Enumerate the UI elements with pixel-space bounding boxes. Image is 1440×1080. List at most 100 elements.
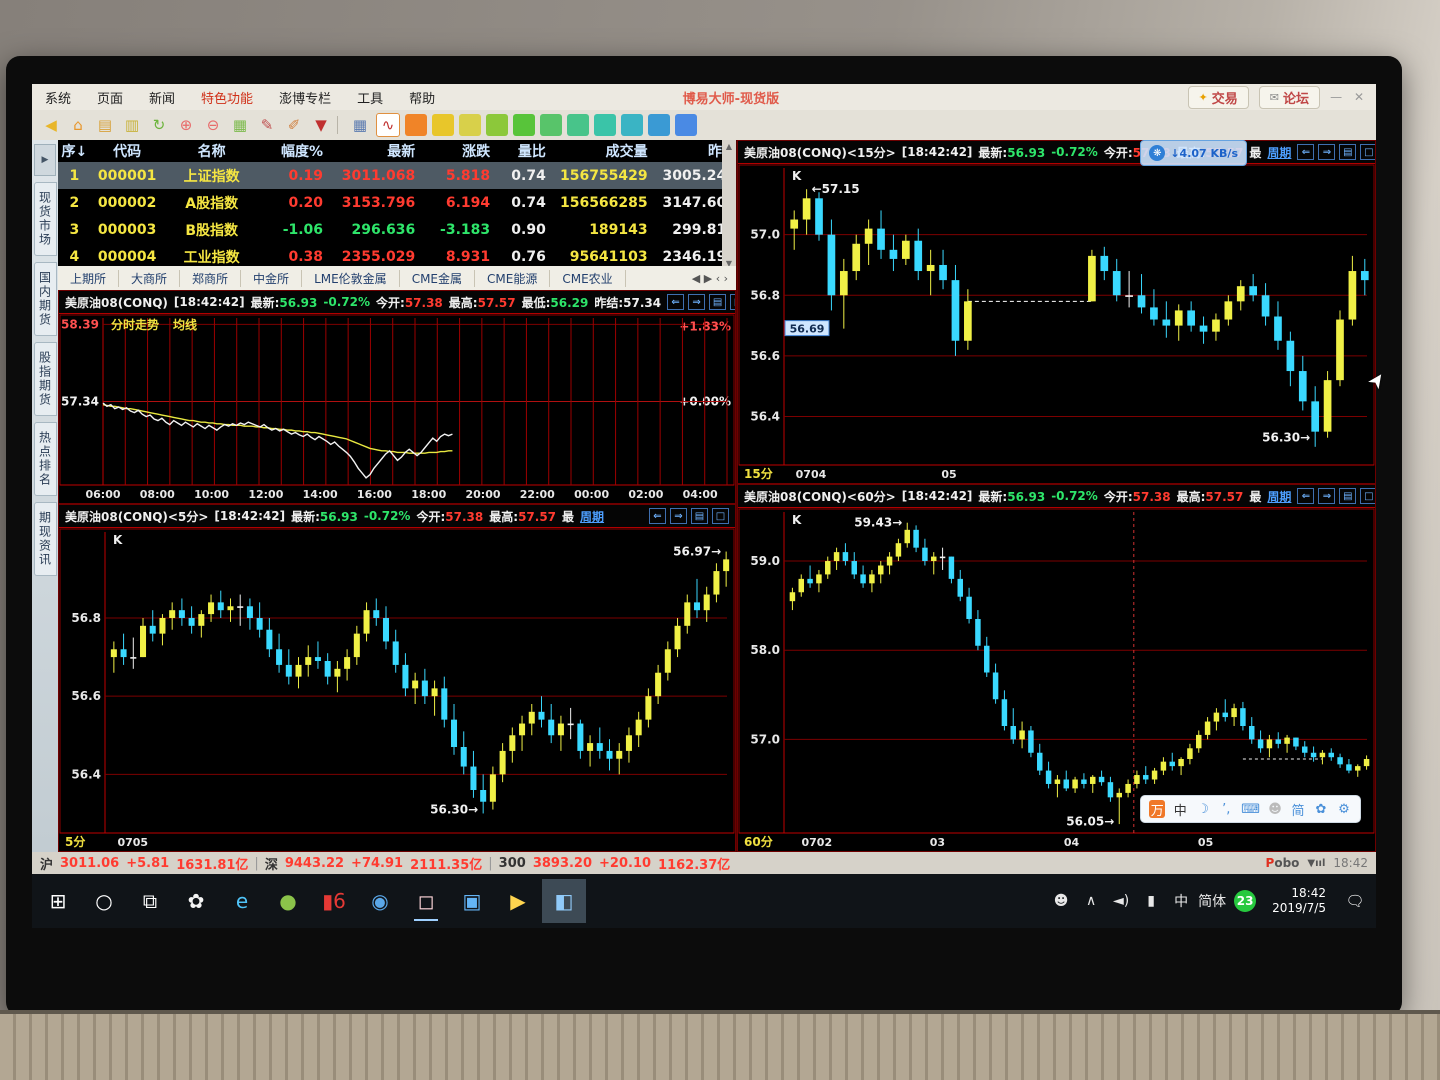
candle-chart-60min[interactable]: 59.0 58.0 57.0 59.43→ 56.05→ 60分 0702 03 04 05 K	[738, 508, 1375, 851]
speaker-icon[interactable]: ◄)	[1112, 893, 1130, 909]
settings-gear-icon[interactable]: ⚙	[1338, 801, 1350, 817]
blocks-icon[interactable]: ▦	[232, 116, 248, 134]
sidebar-tab-1[interactable]: 国内期货	[33, 262, 57, 336]
ime-scheme-label[interactable]: 简体	[1198, 894, 1227, 910]
prev-page-icon[interactable]: ⇐	[667, 294, 685, 310]
exchange-tab-7[interactable]: CME农业	[550, 269, 626, 287]
ime-toolbar[interactable]: 万中 ☽ ’, ⌨ ☻ 简 ✿ ⚙	[1140, 795, 1361, 823]
media-app-icon[interactable]: ◉	[371, 889, 389, 913]
period-3-icon[interactable]	[459, 114, 481, 136]
candle-chart-5min[interactable]: 56.8 56.6 56.4 56.97→ 56.30→ 5分 0705 K	[59, 528, 735, 851]
start-button[interactable]: ⊞	[49, 889, 67, 913]
menu-news[interactable]: 新闻	[149, 91, 176, 107]
home-icon[interactable]: ⌂	[73, 116, 83, 134]
tile-icon[interactable]: ▤	[1339, 144, 1357, 160]
window-controls[interactable]: — ✕	[1330, 90, 1368, 104]
simplified-icon[interactable]: 简	[1291, 803, 1305, 819]
network-speed-overlay[interactable]: ❋ ↓4.07 KB/s	[1140, 140, 1247, 166]
prev-page-icon[interactable]: ⇐	[649, 508, 666, 524]
kline-icon[interactable]: ∿	[376, 113, 400, 137]
period-11-icon[interactable]	[675, 114, 697, 136]
period-9-icon[interactable]	[621, 114, 643, 136]
chevron-up-icon[interactable]: ∧	[1085, 893, 1097, 909]
punctuation-icon[interactable]: ’,	[1222, 801, 1231, 817]
tile-icon[interactable]: ▤	[709, 294, 727, 310]
next-page-icon[interactable]: ⇒	[1318, 488, 1336, 504]
exchange-tab-0[interactable]: 上期所	[58, 269, 120, 287]
maximize-icon[interactable]: □	[1360, 488, 1375, 504]
forum-button[interactable]: ✉ 论坛	[1258, 85, 1320, 109]
ie-icon[interactable]: e	[235, 889, 249, 913]
sidebar-tab-3[interactable]: 热点排名	[33, 422, 57, 496]
back-icon[interactable]: ◀	[45, 116, 57, 134]
pobo-app-icon[interactable]: ◧	[542, 879, 586, 923]
period-2-icon[interactable]	[432, 114, 454, 136]
wanneng-logo-icon[interactable]: 万	[1149, 800, 1166, 819]
chat-app-icon[interactable]: ◻	[404, 879, 448, 923]
tile-icon[interactable]: ▤	[1339, 488, 1357, 504]
sidebar-tab-0[interactable]: 现货市场	[33, 182, 57, 256]
menu-page[interactable]: 页面	[97, 91, 124, 107]
tile-icon[interactable]: ▤	[691, 508, 708, 524]
trade-button[interactable]: ✦ 交易	[1187, 85, 1249, 109]
menu-tools[interactable]: 工具	[357, 91, 384, 107]
taskbar-clock[interactable]: 18:42 2019/7/5	[1272, 886, 1326, 915]
toolbar-divider[interactable]	[337, 116, 344, 134]
video-app-icon[interactable]: ▣	[462, 889, 482, 913]
prev-page-icon[interactable]: ⇐	[1297, 144, 1315, 160]
period-4-icon[interactable]	[486, 114, 508, 136]
period-link[interactable]: 周期	[580, 509, 605, 524]
exchange-tab-4[interactable]: LME伦敦金属	[302, 269, 400, 287]
exchange-tab-2[interactable]: 郑商所	[180, 269, 242, 287]
notification-center-icon[interactable]: 🗨	[1345, 892, 1365, 910]
menu-pobo-column[interactable]: 澎博专栏	[279, 91, 332, 107]
cn-mode-icon[interactable]: 中	[1173, 803, 1187, 819]
next-page-icon[interactable]: ⇒	[670, 508, 687, 524]
sidebar-tab-2[interactable]: 股指期货	[33, 342, 57, 416]
quote-table-icon[interactable]: ▦	[352, 116, 368, 134]
maximize-icon[interactable]: □	[712, 508, 729, 524]
menu-help[interactable]: 帮助	[409, 91, 436, 107]
green-browser-icon[interactable]: ●	[279, 889, 297, 913]
search-icon[interactable]: ○	[95, 889, 113, 913]
user-icon[interactable]: ☻	[1268, 801, 1282, 817]
period-10-icon[interactable]	[648, 114, 670, 136]
period-1-icon[interactable]	[405, 114, 427, 136]
period-5-icon[interactable]	[513, 114, 535, 136]
draw-icon[interactable]: ✎	[260, 116, 274, 134]
stock-app-icon[interactable]: ▮6	[322, 889, 346, 913]
next-page-icon[interactable]: ⇒	[688, 294, 706, 310]
exchange-tab-6[interactable]: CME能源	[475, 269, 551, 287]
paint-icon[interactable]: ✐	[287, 116, 301, 134]
exchange-tab-5[interactable]: CME金属	[400, 269, 476, 287]
period-link[interactable]: 周期	[1267, 145, 1292, 160]
next-page-icon[interactable]: ⇒	[1318, 144, 1336, 160]
table-row[interactable]: 1 000001 上证指数 0.19 3011.068 5.818 0.74 15675542…	[58, 162, 736, 189]
table-scrollbar[interactable]: ▲ ▼	[722, 140, 736, 266]
zoom-in-icon[interactable]: ⊕	[179, 116, 193, 134]
sidebar-tab-4[interactable]: 期现资讯	[33, 502, 57, 576]
period-6-icon[interactable]	[540, 114, 562, 136]
browser-360-icon[interactable]: ✿	[187, 889, 205, 913]
table-row[interactable]: 3 000003 B股指数 -1.06 296.636 -3.183 0.90 189143 2…	[58, 216, 736, 243]
candle-chart-15min[interactable]: 57.0 56.8 56.6 56.4 ←57.15 56.30→ 56.69 15分 0704…	[738, 164, 1375, 483]
softkeyboard-icon[interactable]: ⌨	[1241, 801, 1260, 817]
maximize-icon[interactable]: □	[1360, 144, 1375, 160]
table-row[interactable]: 2 000002 A股指数 0.20 3153.796 6.194 0.74 15656628…	[58, 189, 736, 216]
menu-features[interactable]: 特色功能	[201, 91, 254, 107]
maximize-icon[interactable]: □	[730, 294, 735, 310]
exchange-tab-3[interactable]: 中金所	[241, 269, 303, 287]
refresh-icon[interactable]: ↻	[152, 116, 166, 134]
people-icon[interactable]: ☻	[1053, 893, 1069, 909]
tab-scroll-arrows[interactable]: ◀ ▶ ‹ ›	[691, 271, 728, 285]
report-icon[interactable]: ▥	[124, 116, 140, 134]
period-8-icon[interactable]	[594, 114, 616, 136]
filter-icon[interactable]: ▼	[315, 116, 327, 134]
skin-icon[interactable]: ✿	[1315, 801, 1327, 817]
antivirus-badge[interactable]: 23	[1234, 890, 1257, 912]
halfmoon-icon[interactable]: ☽	[1197, 801, 1210, 817]
news-icon[interactable]: ▤	[97, 116, 113, 134]
ime-mode-icon[interactable]: 中	[1174, 894, 1189, 910]
task-view-icon[interactable]: ⧉	[142, 889, 158, 913]
